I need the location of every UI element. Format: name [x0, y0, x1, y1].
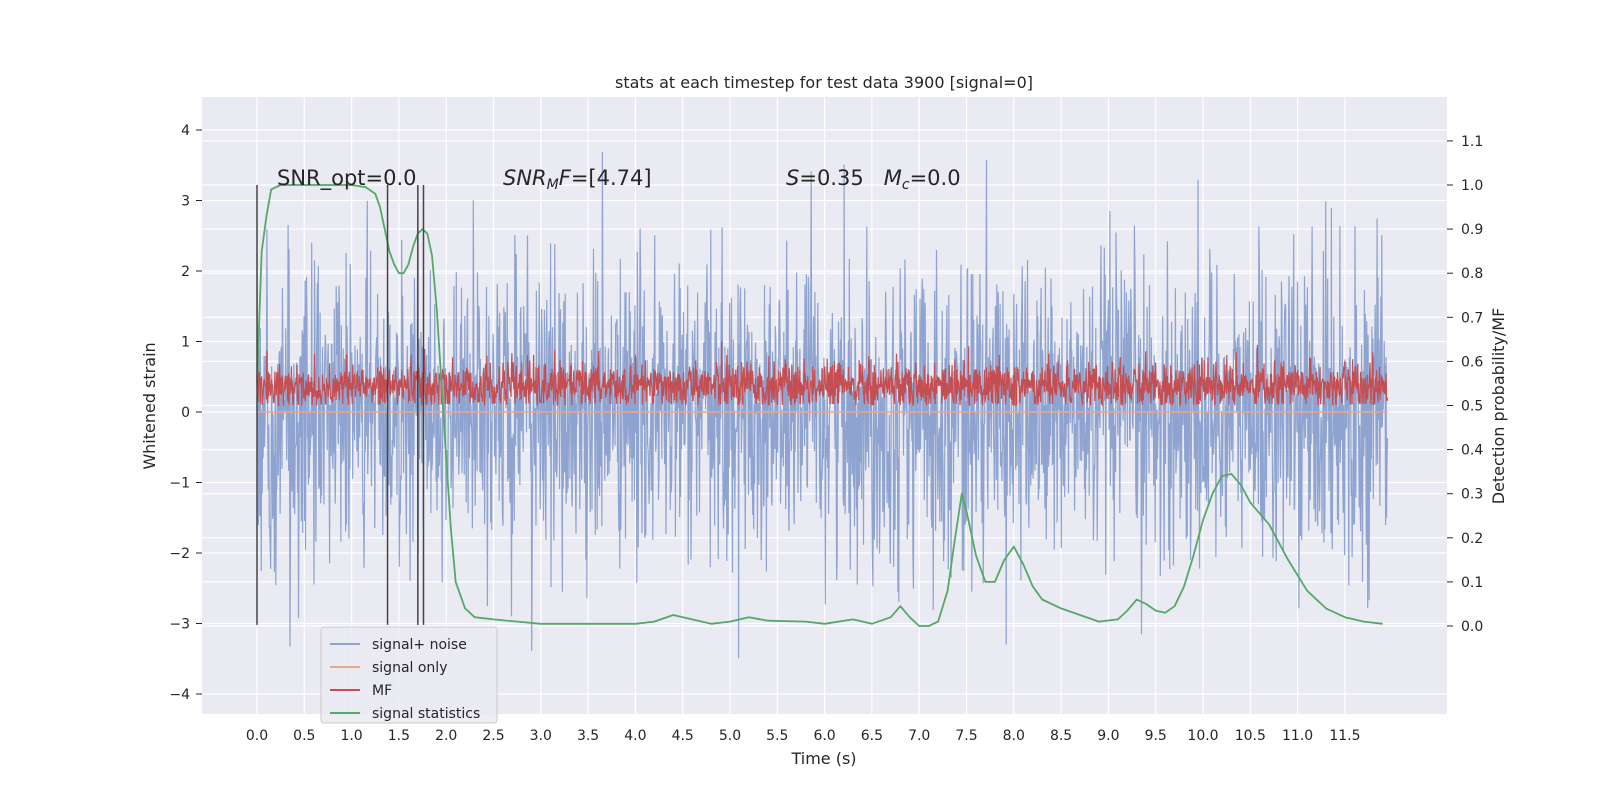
y2-tick-label: 0.0 [1461, 619, 1483, 635]
x-tick-label: 6.0 [813, 728, 835, 744]
y-tick-label: −2 [169, 546, 190, 562]
y-tick-label: 2 [181, 264, 190, 280]
y2-tick-label: 1.0 [1461, 178, 1483, 194]
y2-tick-label: 0.2 [1461, 531, 1483, 547]
annotation-snr-opt: SNR_opt=0.0 [277, 166, 417, 191]
legend-label: signal statistics [372, 706, 480, 722]
y2-tick-label: 0.4 [1461, 443, 1483, 459]
y2-axis-label: Detection probability/MF [1489, 308, 1508, 505]
x-tick-label: 10.0 [1187, 728, 1218, 744]
y2-tick-label: 1.1 [1461, 134, 1483, 150]
y-axis-label: Whitened strain [140, 342, 159, 469]
legend-label: MF [372, 683, 392, 699]
x-tick-label: 4.5 [672, 728, 694, 744]
x-tick-label: 4.0 [624, 728, 646, 744]
annotation-s-mc: S=0.35 Mc=0.0 [786, 166, 961, 193]
x-tick-label: 5.0 [719, 728, 741, 744]
x-tick-label: 7.0 [908, 728, 930, 744]
y2-tick-label: 0.1 [1461, 575, 1483, 591]
series-mf-line [256, 341, 1389, 408]
x-tick-label: 7.5 [955, 728, 977, 744]
chart-title: stats at each timestep for test data 390… [615, 73, 1033, 92]
x-tick-label: 1.0 [340, 728, 362, 744]
x-tick-label: 8.0 [1003, 728, 1025, 744]
x-tick-label: 2.0 [435, 728, 457, 744]
series-signal-statistics-line [256, 184, 1383, 627]
y-tick-label: −4 [169, 687, 190, 703]
x-tick-label: 0.0 [246, 728, 268, 744]
x-tick-label: 3.0 [530, 728, 552, 744]
x-axis-label: Time (s) [790, 749, 856, 768]
y2-tick-label: 0.5 [1461, 399, 1483, 415]
y2-tick-label: 0.7 [1461, 310, 1483, 326]
x-tick-label: 11.0 [1282, 728, 1313, 744]
legend-label: signal only [372, 660, 447, 676]
y-tick-label: 1 [181, 335, 190, 351]
y2-tick-label: 0.8 [1461, 266, 1483, 282]
x-tick-label: 6.5 [861, 728, 883, 744]
y2-tick-label: 0.9 [1461, 222, 1483, 238]
x-tick-label: 11.5 [1329, 728, 1360, 744]
legend-box [320, 626, 498, 724]
y-tick-label: 0 [181, 405, 190, 421]
x-tick-label: 10.5 [1235, 728, 1266, 744]
x-tick-label: 9.5 [1145, 728, 1167, 744]
series-layer [256, 151, 1389, 659]
x-tick-label: 1.5 [388, 728, 410, 744]
axis-ticks: 0.0 0.5 1.0 1.5 2.0 2.5 3.0 3.5 4.0 4.5 5.0 5.5 6.0 6… [169, 123, 1483, 744]
legend: signal+ noise signal only MF signal statist… [320, 626, 498, 724]
x-tick-label: 2.5 [482, 728, 504, 744]
y2-tick-label: 0.6 [1461, 354, 1483, 370]
x-tick-label: 3.5 [577, 728, 599, 744]
x-tick-label: 9.0 [1097, 728, 1119, 744]
x-tick-label: 5.5 [766, 728, 788, 744]
y-tick-label: −3 [169, 617, 190, 633]
y-tick-label: −1 [169, 476, 190, 492]
vertical-markers [256, 184, 425, 625]
annotation-snr-mf: SNRMF=[4.74] [503, 166, 652, 193]
x-tick-label: 8.5 [1050, 728, 1072, 744]
legend-label: signal+ noise [372, 637, 467, 653]
y-tick-label: 4 [181, 123, 190, 139]
x-tick-label: 0.5 [293, 728, 315, 744]
y-tick-label: 3 [181, 194, 190, 210]
series-signal-noise-line [256, 151, 1389, 659]
y2-tick-label: 0.3 [1461, 487, 1483, 503]
